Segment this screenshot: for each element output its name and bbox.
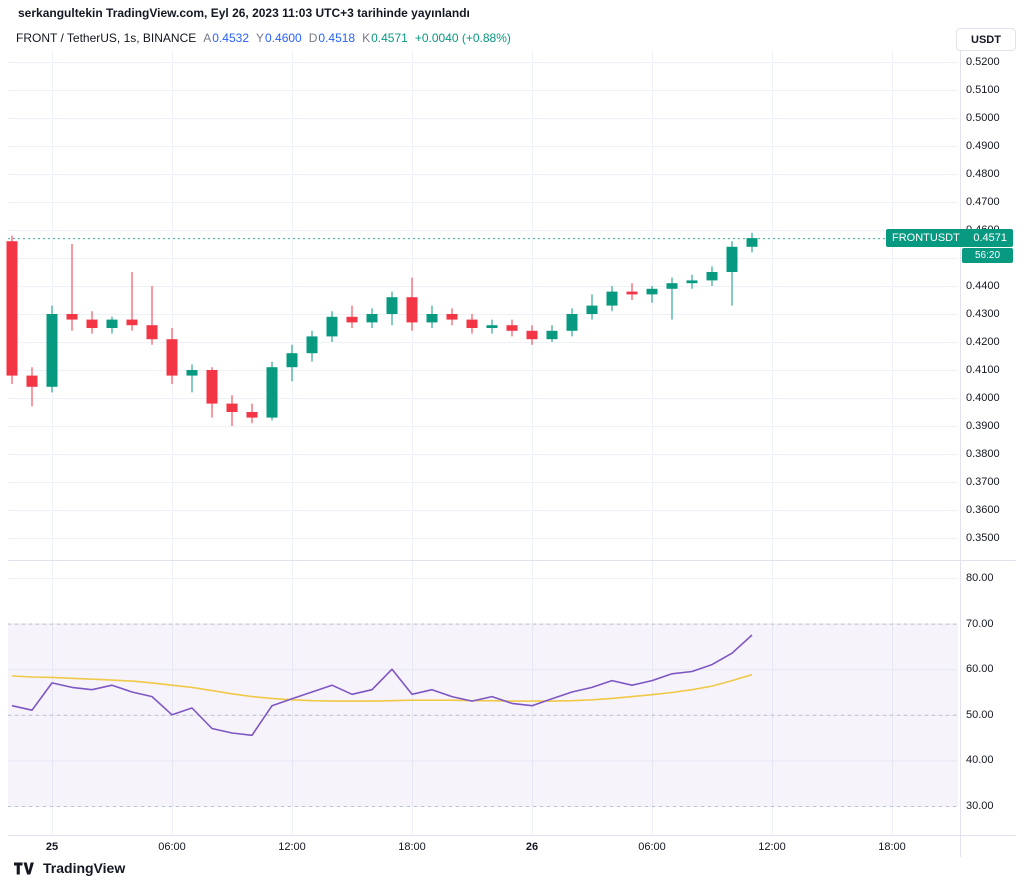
time-axis-label: 18:00 [878,841,906,853]
ohlc-item: D0.4518 [308,31,356,45]
ohlc-item: K0.4571 [362,31,408,45]
price-axis-label: 0.3900 [966,420,1000,432]
time-axis-label: 12:00 [278,841,306,853]
tradingview-wordmark: TradingView [43,860,126,876]
ohlc-item: A0.4532 [203,31,249,45]
time-axis-label: 25 [45,841,59,853]
price-axis-label: 0.3500 [966,532,1000,544]
price-axis-label: 0.3600 [966,504,1000,516]
time-axis-label: 26 [525,841,539,853]
rsi-axis-label: 40.00 [966,754,994,767]
rsi-axis-label: 80.00 [966,572,994,584]
rsi-line-rsi [11,634,753,737]
ohlc-item: Y0.4600 [256,31,302,45]
price-axis-label: 0.4000 [966,392,1000,404]
time-axis-label: 06:00 [638,841,666,853]
time-axis-label: 06:00 [158,841,186,853]
rsi-axis-label: 70.00 [966,617,994,630]
rsi-axis-label: 30.00 [966,800,994,812]
price-change: +0.0040 (+0.88%) [414,31,511,45]
rsi-axis-label: 60.00 [966,663,994,676]
price-axis-label: 0.4300 [966,308,1000,320]
publish-watermark: serkangultekin TradingView.com, Eyl 26, … [18,6,470,20]
last-price-symbol: FRONTUSDT [892,232,960,245]
price-axis-label: 0.5000 [966,112,1000,124]
tradingview-logo-icon [14,862,34,874]
countdown-label: 56:20 [962,247,1013,263]
price-axis-label: 0.4700 [966,196,1000,208]
price-axis-label: 0.4800 [966,168,1000,180]
candlestick-series [6,232,758,426]
last-price-label: FRONTUSDT 0.4571 [886,229,1013,248]
price-axis-label: 0.5200 [966,56,1000,68]
chart-legend: FRONT / TetherUS, 1s, BINANCE A0.4532 Y0.4… [16,31,511,45]
tradingview-footer[interactable]: TradingView [14,860,125,876]
price-axis-label: 0.4400 [966,280,1000,292]
price-axis-label: 0.5100 [966,84,1000,96]
symbol-title[interactable]: FRONT / TetherUS, 1s, BINANCE [16,31,197,45]
price-axis-label: 0.3800 [966,448,1000,460]
price-axis-label: 0.4900 [966,140,1000,152]
ohlc-values: A0.4532 Y0.4600 D0.4518 K0.4571 [196,31,408,45]
price-axis-label: 0.3700 [966,476,1000,488]
time-axis-label: 18:00 [398,841,426,853]
rsi-axis-label: 50.00 [966,708,994,721]
currency-button[interactable]: USDT [956,28,1016,51]
rsi-line-ma [11,673,753,702]
time-axis-label: 12:00 [758,841,786,853]
last-price-value: 0.4571 [973,232,1007,245]
price-axis-label: 0.4100 [966,364,1000,376]
price-axis-label: 0.4200 [966,336,1000,348]
